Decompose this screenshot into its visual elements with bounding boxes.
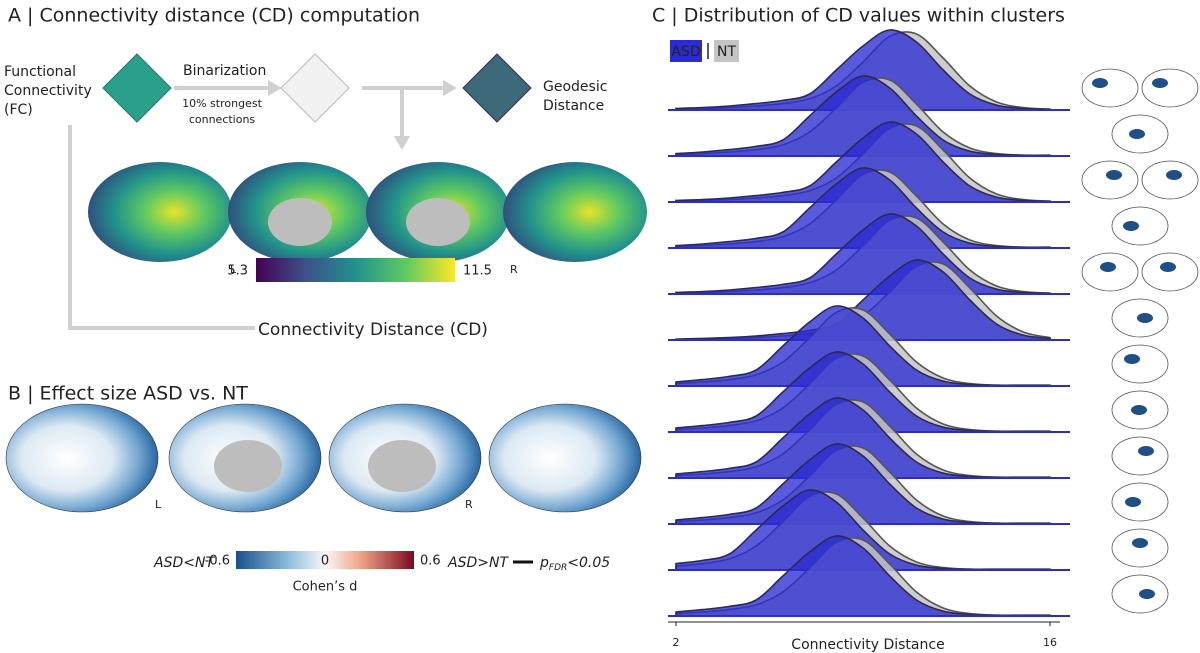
thumbnail-brain [1111, 206, 1169, 246]
thumbnail-cluster [1100, 262, 1116, 272]
density-area [675, 75, 1051, 157]
step-label: Binarization [183, 63, 266, 79]
density-area [675, 121, 1051, 203]
x-tick-label: 2 [673, 636, 680, 649]
step-note: connections [189, 113, 256, 126]
thumbnail-cluster [1139, 589, 1155, 599]
binary-matrix [280, 53, 350, 123]
thumbnail-cluster [1124, 354, 1140, 364]
legend-label: NT [717, 44, 736, 60]
thumbnail-brain [1081, 252, 1139, 292]
thumbnail-cluster [1123, 221, 1139, 231]
brain [503, 162, 647, 262]
arrow-head [394, 136, 410, 150]
legend: ASD NT [670, 40, 739, 62]
brain [88, 162, 232, 262]
thumbnail-brain [1111, 436, 1169, 476]
thumbnail-brain [1141, 252, 1199, 292]
thumbnail-cluster [1138, 446, 1154, 456]
thumbnail-cluster [1092, 78, 1108, 88]
step-label: Functional [4, 64, 76, 80]
thumbnail-cluster [1125, 497, 1141, 507]
colorbar-tick-label: 11.5 [463, 264, 492, 279]
arrow-head [443, 80, 457, 96]
legend-swatch [670, 40, 702, 62]
step-label: Distance [543, 98, 604, 114]
fc-matrix [102, 53, 172, 123]
colorbar-side-label: ASD<NT [153, 555, 215, 571]
colorbar-gradient [256, 258, 455, 282]
thumbnail-brain [1081, 68, 1139, 108]
thumbnail-brain [1141, 160, 1199, 200]
density-area [675, 259, 1051, 341]
brain [488, 403, 642, 513]
step-note: 10% strongest [182, 97, 262, 110]
brain [5, 403, 159, 513]
x-axis-label: Connectivity Distance [791, 637, 944, 653]
thumbnail-brain [1081, 160, 1139, 200]
thumbnail-brain [1111, 344, 1169, 384]
arrow-head [268, 80, 282, 96]
brain-medial [214, 440, 282, 492]
geodesic-matrix [462, 53, 532, 123]
thumbnail-cluster [1152, 78, 1168, 88]
step-label: Connectivity [4, 83, 92, 99]
hemisphere-label: R [465, 498, 473, 511]
step-label: Geodesic [543, 79, 607, 95]
colorbar: 5.3 11.5 [227, 258, 492, 282]
thumbnail-cluster [1129, 129, 1145, 139]
density-area [675, 535, 1051, 617]
legend-swatch [714, 40, 739, 62]
colorbar: -0.6 0 0.6 [205, 551, 441, 569]
thumbnail-cluster [1106, 170, 1122, 180]
x-tick-label: 16 [1043, 636, 1057, 649]
thumbnail-cluster [1160, 262, 1176, 272]
connector [68, 125, 255, 330]
hemisphere-label: L [230, 263, 237, 276]
colorbar-tick-label: 5.3 [227, 264, 248, 279]
significance-threshold: <0.05 [567, 555, 610, 571]
panel-a-title: A | Connectivity distance (CD) computati… [8, 5, 420, 27]
thumbnail-cluster [1131, 405, 1147, 415]
colorbar-side-label: ASD>NT [447, 555, 509, 571]
significance-p: p [539, 555, 549, 571]
hemisphere-label: L [155, 498, 162, 511]
panel-b-title: B | Effect size ASD vs. NT [8, 383, 248, 405]
density-area [675, 443, 1051, 525]
cluster-thumbnails [1081, 68, 1199, 614]
colorbar-tick-label: -0.6 [205, 554, 230, 569]
colorbar-gradient [236, 551, 414, 569]
step-label: (FC) [4, 102, 33, 118]
significance-sub: FDR [549, 563, 567, 573]
colorbar-label: Connectivity Distance (CD) [258, 320, 488, 340]
colorbar-tick-label: 0 [321, 554, 329, 569]
significance-label: pFDR<0.05 [539, 555, 610, 573]
colorbar-tick-label: 0.6 [420, 554, 441, 569]
brain-medial [268, 198, 332, 246]
thumbnail-cluster [1166, 170, 1182, 180]
density-area [675, 167, 1051, 249]
plot-area: 2 16 [668, 29, 1070, 649]
colorbar-label: Cohen’s d [293, 580, 358, 595]
thumbnail-brain [1141, 68, 1199, 108]
hemisphere-label: R [510, 263, 518, 276]
thumbnail-cluster [1137, 313, 1153, 323]
brain-medial [368, 440, 436, 492]
chart-title: C | Distribution of CD values within clu… [652, 5, 1065, 27]
density-area [675, 29, 1051, 111]
thumbnail-cluster [1132, 538, 1148, 548]
brain-medial [406, 198, 470, 246]
legend-label: ASD [671, 44, 700, 60]
